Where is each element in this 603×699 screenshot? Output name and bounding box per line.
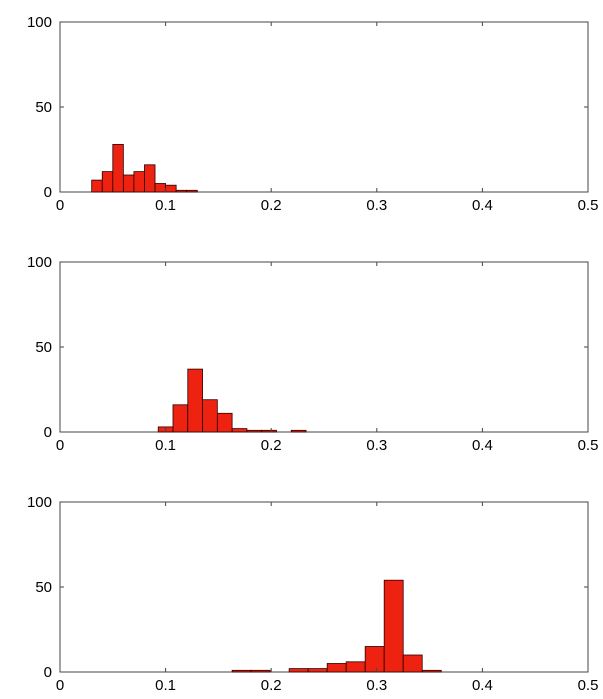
plot-area — [59, 21, 589, 193]
histogram-bar — [246, 429, 263, 433]
histogram-bar — [175, 189, 188, 193]
histogram-bar — [290, 429, 307, 433]
histogram-bar — [383, 579, 404, 673]
histogram-bar — [307, 668, 328, 673]
histogram-panel-3: 0 0.1 0.2 0.3 0.4 0.5 0 50 100 — [27, 494, 598, 694]
x-tick-label: 0 — [56, 677, 64, 694]
histogram-panel-1: 0 0.1 0.2 0.3 0.4 0.5 0 50 100 — [27, 14, 598, 214]
x-tick-label: 0 — [56, 197, 64, 214]
y-tick-label: 50 — [35, 579, 52, 596]
x-tick-label: 0.2 — [261, 197, 282, 214]
y-tick-label: 0 — [44, 424, 52, 441]
x-tick-label: 0.3 — [366, 197, 387, 214]
histogram-bar — [144, 164, 156, 193]
y-tick-label: 0 — [44, 184, 52, 201]
x-tick-label: 0.4 — [472, 677, 493, 694]
histogram-bar — [345, 661, 366, 673]
y-tick-label: 100 — [27, 494, 52, 511]
histogram-bar — [326, 663, 347, 673]
x-tick-label: 0 — [56, 437, 64, 454]
histogram-bar — [186, 189, 198, 193]
histogram-bar — [288, 668, 309, 673]
histogram-bar — [112, 143, 124, 193]
y-tick-label: 50 — [35, 99, 52, 116]
x-tick-label: 0.4 — [472, 437, 493, 454]
histogram-bar — [202, 399, 218, 433]
histogram-bar — [216, 412, 233, 433]
histogram-bar — [133, 171, 145, 193]
x-tick-label: 0.1 — [155, 677, 176, 694]
x-tick-label: 0.1 — [155, 437, 176, 454]
histogram-panel-2: 0 0.1 0.2 0.3 0.4 0.5 0 50 100 — [27, 254, 598, 454]
histogram-bar — [91, 179, 103, 193]
histogram-bar — [231, 669, 252, 673]
histogram-bar — [250, 669, 271, 673]
histogram-bar — [421, 669, 442, 673]
histogram-bar — [172, 404, 189, 433]
x-tick-label: 0.2 — [261, 677, 282, 694]
histogram-bar — [187, 368, 203, 433]
x-tick-label: 0.5 — [578, 677, 599, 694]
histogram-bar — [165, 184, 177, 193]
y-tick-label: 100 — [27, 14, 52, 31]
x-tick-label: 0.4 — [472, 197, 493, 214]
histogram-bar — [364, 646, 385, 673]
plot-area — [59, 501, 589, 673]
x-tick-label: 0.5 — [578, 437, 599, 454]
histogram-bar — [122, 174, 135, 193]
x-tick-label: 0.5 — [578, 197, 599, 214]
histogram-bar — [402, 654, 423, 673]
x-tick-label: 0.2 — [261, 437, 282, 454]
x-tick-label: 0.3 — [366, 677, 387, 694]
histogram-bar — [261, 429, 277, 433]
plot-area — [59, 261, 589, 433]
histogram-bar — [154, 183, 166, 193]
x-tick-label: 0.1 — [155, 197, 176, 214]
histogram-bar — [101, 171, 114, 193]
histogram-bar — [231, 428, 248, 433]
y-tick-label: 100 — [27, 254, 52, 271]
y-tick-label: 50 — [35, 339, 52, 356]
y-tick-label: 0 — [44, 664, 52, 681]
x-tick-label: 0.3 — [366, 437, 387, 454]
